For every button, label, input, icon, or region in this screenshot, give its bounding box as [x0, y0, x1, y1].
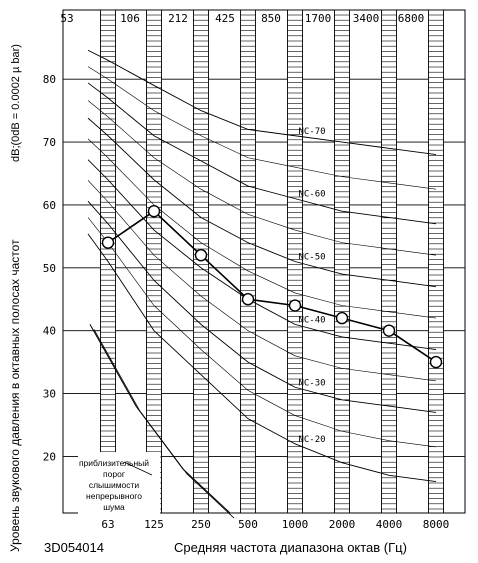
annotation-line-4: шума: [103, 502, 125, 512]
threshold-annotation: приблизительныйпорогслышимостинепрерывно…: [78, 452, 160, 520]
band-outline: [193, 9, 209, 514]
nc-curve-intermediate: [87, 100, 437, 256]
measured-series: [101, 204, 443, 369]
y-tick-40: 40: [43, 325, 56, 338]
y-axis-unit: dB;(0dB = 0.0002 µ bar): [10, 44, 22, 162]
data-point-1000: [288, 299, 302, 312]
nc-curve-intermediate: [87, 138, 437, 319]
x-tick-1000: 1000: [282, 518, 309, 531]
octave-band-8000: [428, 9, 444, 514]
x-axis-label: Средняя частота диапазона октав (Гц): [174, 540, 407, 555]
nc-label-NC-20: NC-20: [298, 435, 325, 445]
nc-label-NC-30: NC-30: [298, 378, 325, 388]
y-tick-30: 30: [43, 388, 56, 401]
annotation-box: [78, 452, 160, 520]
threshold-line-upper: [93, 329, 235, 519]
y-tick-60: 60: [43, 199, 56, 212]
nc-curve-NC-50: [87, 117, 437, 288]
y-tick-20: 20: [43, 450, 56, 463]
x-top-tick-1700: 1700: [305, 12, 332, 25]
band-outline: [240, 9, 256, 514]
annotation-line-3: непрерывного: [86, 491, 142, 501]
x-top-tick-106: 106: [120, 12, 140, 25]
x-top-tick-6800: 6800: [398, 12, 425, 25]
x-tick-250: 250: [191, 518, 211, 531]
y-tick-50: 50: [43, 262, 56, 275]
grid-layer: [63, 78, 465, 457]
data-point-250: [194, 249, 208, 262]
band-outline: [381, 9, 397, 514]
band-outline: [334, 9, 350, 514]
document-code: 3D054014: [44, 540, 104, 555]
x-tick-125: 125: [144, 518, 164, 531]
data-point-8000: [429, 355, 443, 369]
x-tick-500: 500: [238, 518, 258, 531]
x-tick-63: 63: [101, 518, 114, 531]
plot-frame: [62, 9, 466, 514]
nc-curve-intermediate: [87, 66, 437, 190]
y-axis-label: Уровень звукового давления в октавных по…: [8, 239, 22, 552]
annotation-line-0: приблизительный: [79, 458, 149, 468]
x-top-tick-850: 850: [261, 12, 281, 25]
nc-curve-NC-20: [87, 233, 437, 483]
x-tick-4000: 4000: [376, 518, 403, 531]
x-tick-8000: 8000: [423, 518, 450, 531]
x-tick-2000: 2000: [329, 518, 356, 531]
nc-label-NC-60: NC-60: [298, 190, 325, 200]
x-top-tick-212: 212: [168, 12, 188, 25]
x-top-tick-53: 53: [60, 12, 73, 25]
annotation-line-1: порог: [103, 469, 125, 479]
data-point-2000: [335, 311, 349, 325]
octave-bands: [100, 9, 444, 514]
y-tick-70: 70: [43, 136, 56, 149]
data-point-4000: [382, 324, 396, 337]
nc-curve-intermediate: [87, 217, 437, 448]
nc-label-NC-70: NC-70: [298, 127, 325, 137]
nc-curves: [87, 49, 437, 483]
octave-band-2000: [334, 9, 350, 514]
x-top-tick-3400: 3400: [353, 12, 380, 25]
annotation-line-2: слышимости: [89, 480, 140, 490]
annotation-leader: [123, 461, 153, 476]
data-point-63: [101, 236, 115, 249]
nc-label-NC-40: NC-40: [298, 315, 325, 325]
x-top-tick-425: 425: [215, 12, 235, 25]
nc-curve-NC-30: [87, 200, 437, 413]
data-point-125: [147, 204, 161, 218]
octave-band-250: [193, 9, 209, 514]
nc-curve-NC-70: [87, 49, 437, 156]
band-outline: [428, 9, 444, 514]
data-point-500: [241, 293, 255, 306]
series-line: [107, 210, 437, 363]
y-tick-80: 80: [43, 73, 56, 86]
axis-labels: 20 30 40 50 60 70 80 63 125 250 500 1000 2000 4000 800…: [43, 12, 450, 531]
octave-band-500: [240, 9, 256, 514]
nc-curve-NC-60: [87, 82, 437, 225]
threshold-curve: [89, 324, 235, 519]
nc-label-NC-50: NC-50: [298, 253, 325, 263]
octave-band-125: [146, 9, 162, 514]
nc-curve-intermediate: [87, 180, 437, 382]
octave-band-4000: [381, 9, 397, 514]
